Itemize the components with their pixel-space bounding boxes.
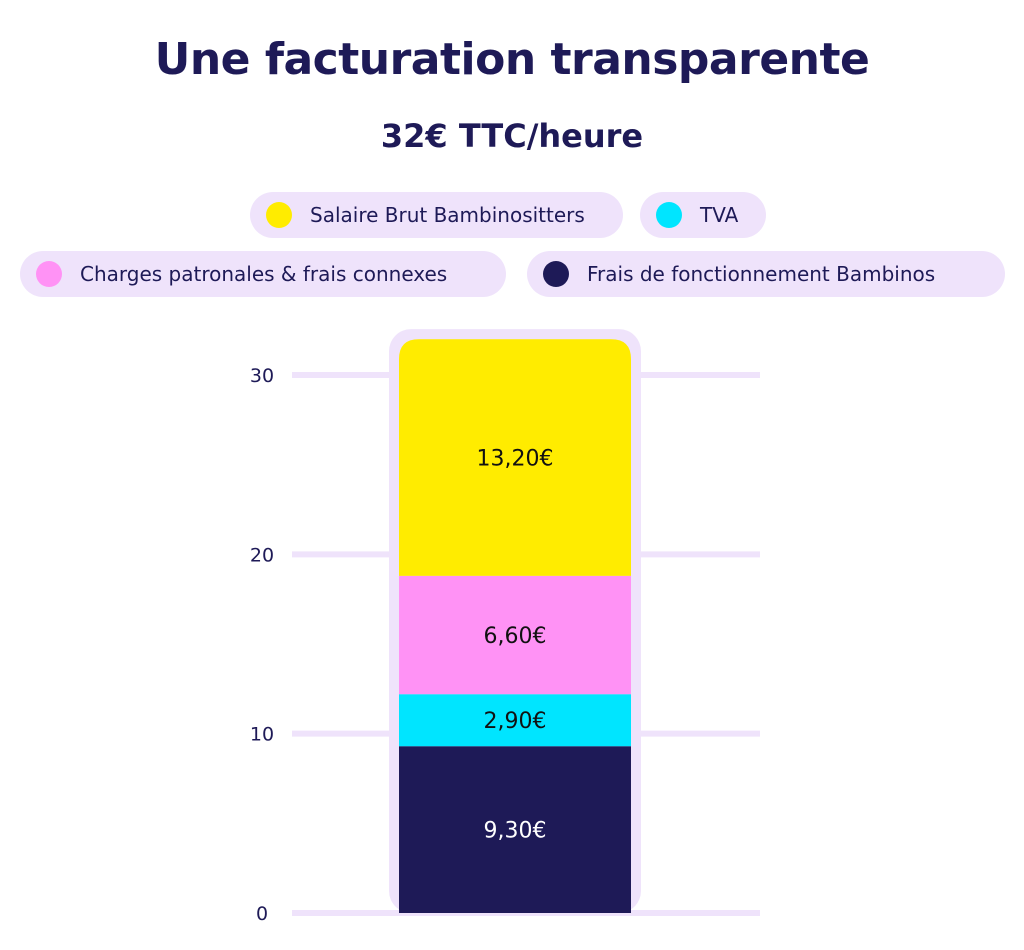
legend-item-frais: Frais de fonctionnement Bambinos	[527, 251, 1005, 297]
legend-label-salaire: Salaire Brut Bambinositters	[310, 203, 585, 227]
legend-dot-charges	[36, 261, 62, 287]
bar-segment-frais-de-fonctionnement-bambinos	[399, 746, 631, 913]
bar-label-salaire-brut-bambinositters: 13,20€	[477, 446, 554, 471]
y-tick-label-10: 10	[250, 724, 274, 746]
y-tick-label-0: 0	[256, 903, 268, 925]
chart-title: Une facturation transparente	[154, 34, 870, 85]
bar-layer	[389, 329, 641, 914]
label-layer: 0 10 20 30 9,30€ 2,90€ 6,60€ 13,20€	[250, 365, 554, 925]
legend-dot-tva	[656, 202, 682, 228]
y-tick-label-20: 20	[250, 544, 274, 566]
bar-label-frais-de-fonctionnement-bambinos: 9,30€	[484, 819, 547, 844]
bar-segment-tva	[399, 694, 631, 747]
legend-item-tva: TVA	[640, 192, 766, 238]
legend-label-tva: TVA	[700, 203, 739, 227]
bar-label-charges-patronales-frais-connexes: 6,60€	[484, 624, 547, 649]
legend-item-salaire: Salaire Brut Bambinositters	[250, 192, 623, 238]
legend-label-frais: Frais de fonctionnement Bambinos	[587, 262, 936, 286]
bar-segment-salaire-brut-bambinositters	[399, 339, 631, 576]
bar-label-tva: 2,90€	[484, 709, 547, 734]
legend-item-charges: Charges patronales & frais connexes	[20, 251, 506, 297]
legend-dot-salaire	[266, 202, 292, 228]
legend-label-charges: Charges patronales & frais connexes	[80, 262, 448, 286]
y-tick-label-30: 30	[250, 365, 274, 387]
bar-stack	[399, 339, 631, 913]
bar-segment-charges-patronales-frais-connexes	[399, 575, 631, 695]
legend-dot-frais	[543, 261, 569, 287]
chart-subtitle: 32€ TTC/heure	[380, 117, 644, 155]
